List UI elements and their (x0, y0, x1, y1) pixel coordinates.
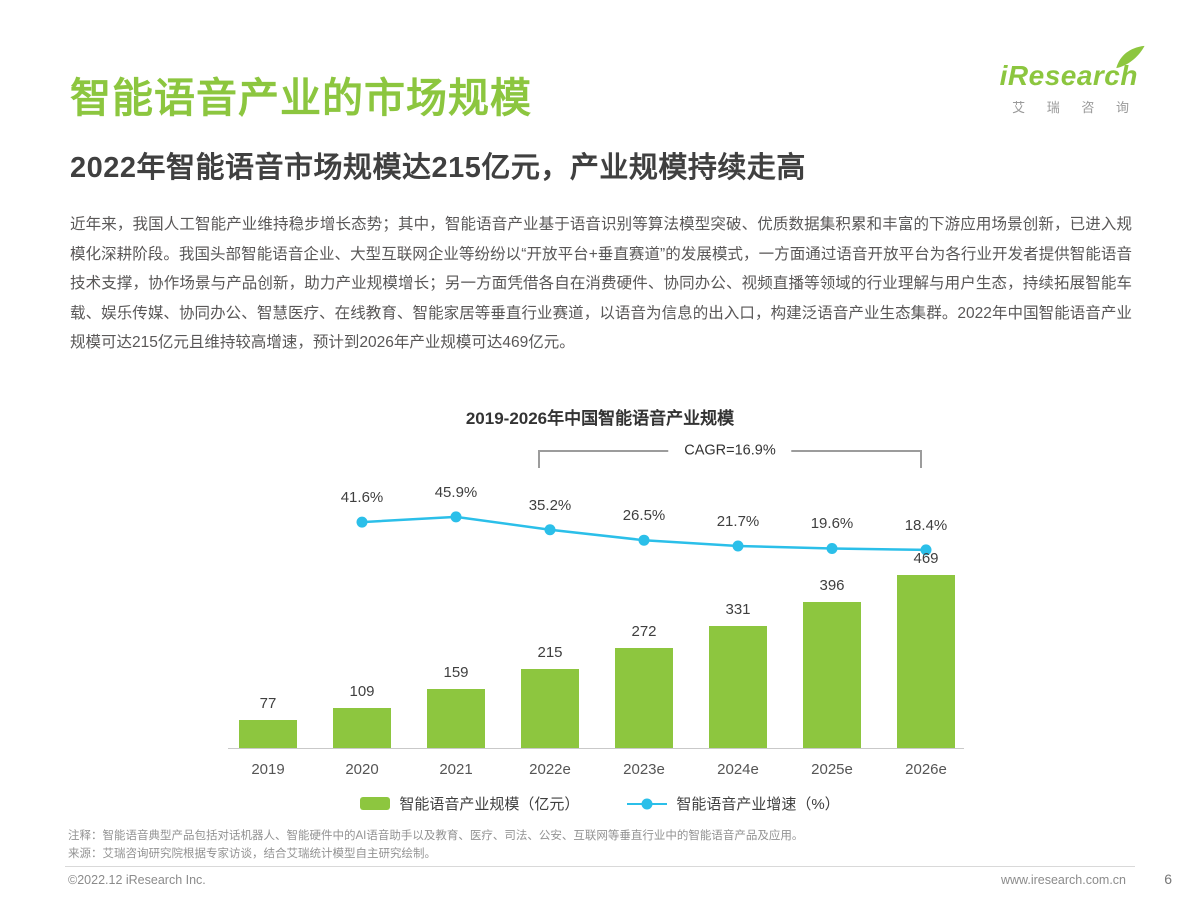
x-axis-line (228, 748, 964, 749)
x-tick-2026e: 2026e (905, 761, 947, 778)
logo-wordmark-wrap: iResearch (999, 45, 1145, 92)
page-title: 智能语音产业的市场规模 (70, 75, 532, 121)
logo-wordmark: iResearch (999, 60, 1138, 91)
x-tick-2020: 2020 (345, 761, 379, 778)
bar-swatch (360, 797, 391, 810)
website-link[interactable]: www.iresearch.com.cn (1000, 873, 1126, 887)
growth-label-2021: 45.9% (434, 483, 478, 501)
legend-item-line: 智能语音产业增速（%） (627, 793, 840, 814)
bar-2026e (897, 575, 955, 748)
bar-value-2026e: 469 (913, 550, 939, 567)
bar-value-2025e: 396 (819, 577, 845, 594)
bar-line-chart: CAGR=16.9% 77 2019 109 2020 159 2021 215 2022e 2… (228, 440, 970, 780)
bar-value-2022e: 215 (537, 644, 563, 661)
growth-marker (732, 540, 744, 552)
bar-value-2021: 159 (443, 664, 469, 681)
line-swatch-dot (641, 798, 653, 809)
growth-marker (638, 534, 650, 546)
bar-value-2024e: 331 (725, 601, 751, 618)
legend-label-line: 智能语音产业增速（%） (676, 796, 840, 813)
legend-label-bars: 智能语音产业规模（亿元） (399, 796, 580, 813)
x-tick-2025e: 2025e (811, 761, 853, 778)
growth-marker (544, 524, 556, 536)
page-number: 6 (1164, 871, 1172, 887)
x-tick-2024e: 2024e (717, 761, 759, 778)
growth-marker (450, 511, 462, 523)
growth-label-2020: 41.6% (340, 489, 384, 507)
cagr-label: CAGR=16.9% (668, 442, 792, 459)
growth-label-2022e: 35.2% (528, 496, 572, 514)
growth-label-2026e: 18.4% (904, 516, 948, 534)
body-paragraph: 近年来，我国人工智能产业维持稳步增长态势；其中，智能语音产业基于语音识别等算法模… (70, 216, 1132, 351)
footnotes: 注释：智能语音典型产品包括对话机器人、智能硬件中的AI语音助手以及教育、医疗、司… (68, 827, 803, 863)
growth-label-2024e: 21.7% (716, 512, 760, 530)
x-tick-2023e: 2023e (623, 761, 665, 778)
growth-label-2023e: 26.5% (622, 507, 666, 525)
x-tick-2022e: 2022e (529, 761, 571, 778)
bar-2019 (239, 720, 297, 748)
line-swatch (627, 797, 668, 811)
x-tick-2019: 2019 (251, 761, 285, 778)
bar-2025e (803, 602, 861, 748)
page-subtitle: 2022年智能语音市场规模达215亿元，产业规模持续走高 (70, 152, 806, 184)
bar-2021 (427, 689, 485, 748)
growth-marker (356, 516, 368, 528)
note-line: 注释：智能语音典型产品包括对话机器人、智能硬件中的AI语音助手以及教育、医疗、司… (68, 830, 804, 842)
copyright: ©2022.12 iResearch Inc. (68, 873, 206, 887)
bar-2020 (333, 708, 391, 748)
bar-2022e (521, 669, 579, 748)
legend-item-bars: 智能语音产业规模（亿元） (360, 793, 579, 814)
source-line: 来源：艾瑞咨询研究院根据专家访谈，结合艾瑞统计模型自主研究绘制。 (68, 848, 436, 860)
leaf-icon (1116, 45, 1145, 69)
bar-2024e (709, 626, 767, 748)
chart-legend: 智能语音产业规模（亿元） 智能语音产业增速（%） (0, 793, 1200, 814)
footer-divider (65, 866, 1135, 867)
bar-value-2023e: 272 (631, 623, 657, 640)
logo-chinese-name: 艾 瑞 咨 询 (1012, 100, 1138, 115)
chart-title: 2019-2026年中国智能语音产业规模 (465, 409, 735, 428)
bar-value-2020: 109 (349, 683, 375, 700)
cagr-bracket: CAGR=16.9% (538, 442, 922, 468)
bar-value-2019: 77 (259, 695, 277, 712)
bar-2023e (615, 648, 673, 748)
growth-marker (826, 542, 838, 554)
growth-line (356, 511, 932, 556)
growth-marker (920, 544, 932, 556)
growth-label-2025e: 19.6% (810, 515, 854, 533)
x-tick-2021: 2021 (439, 761, 473, 778)
iresearch-logo: iResearch 艾 瑞 咨 询 (968, 45, 1145, 116)
